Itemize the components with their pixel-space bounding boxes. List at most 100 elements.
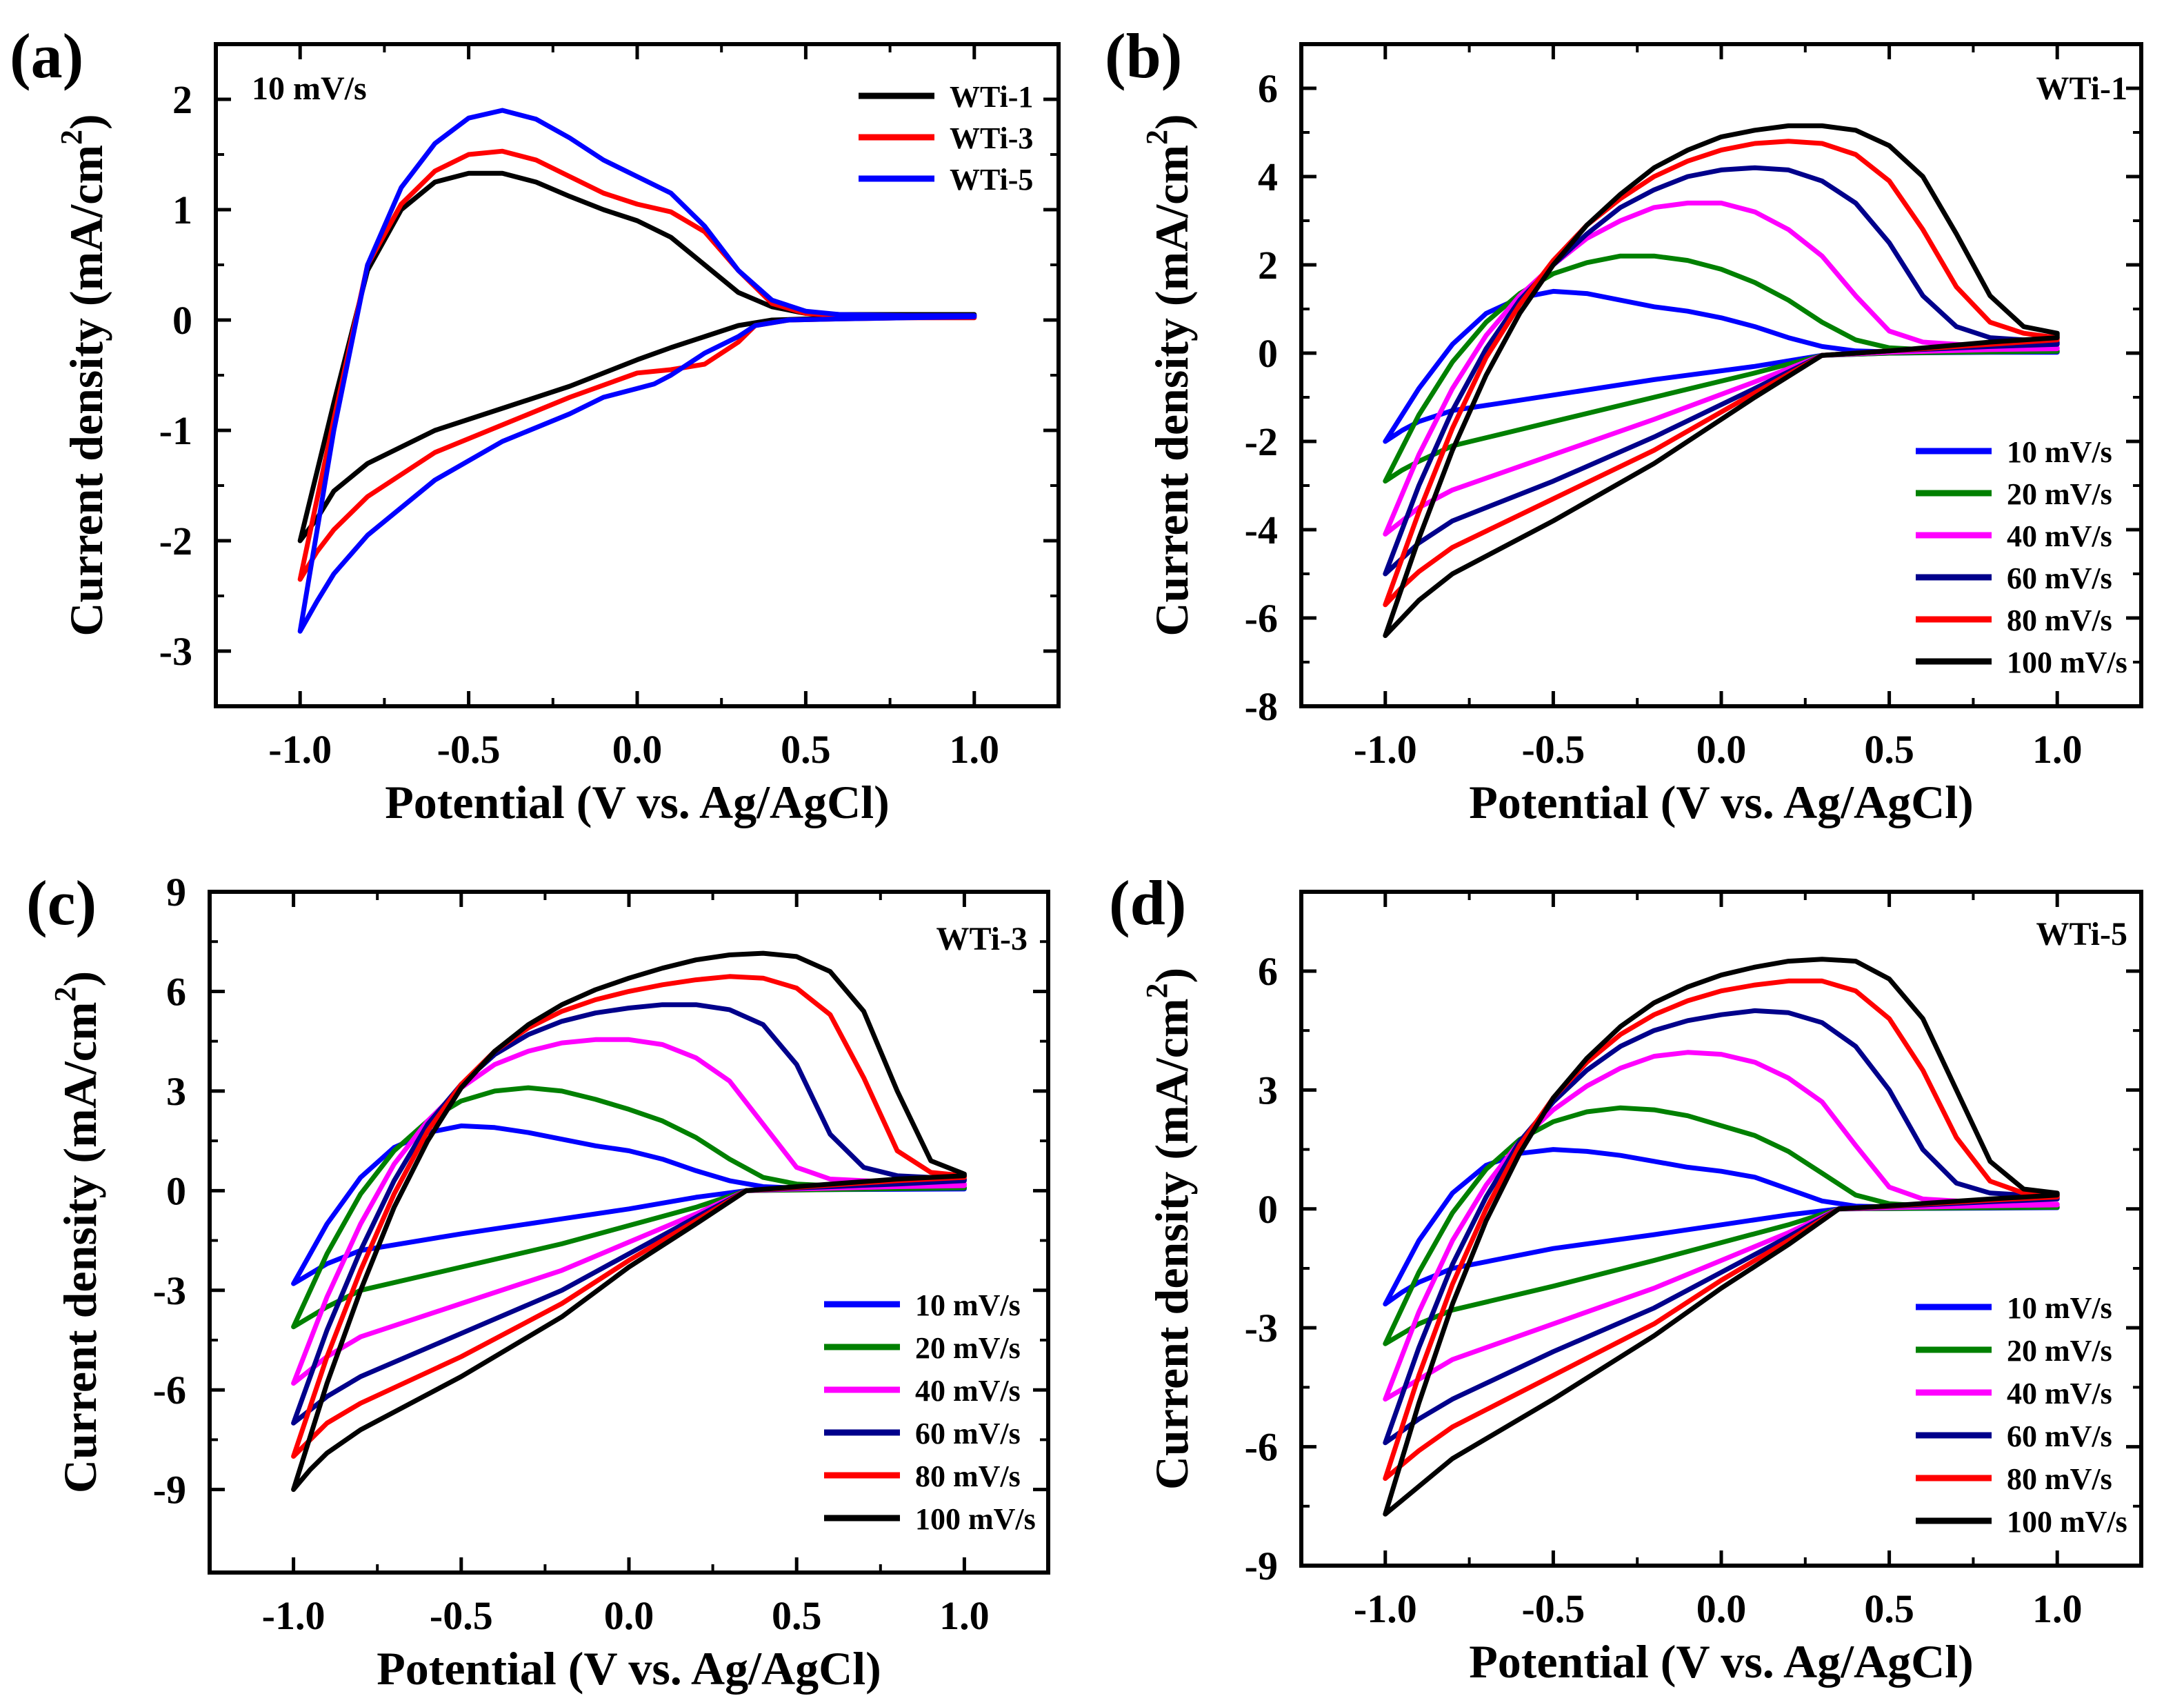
x-tick-label: -1.0: [268, 727, 332, 772]
y-tick-label: 3: [1258, 1068, 1278, 1113]
y-tick-label: 6: [1258, 949, 1278, 994]
x-tick-label: 0.5: [772, 1593, 822, 1638]
y-tick-label: -4: [1245, 508, 1278, 552]
y-tick-label: -9: [153, 1468, 186, 1513]
legend-label: 20 mV/s: [2007, 1334, 2112, 1368]
y-tick-label: 3: [166, 1069, 186, 1114]
y-axis-label: Current density (mA/cm2): [1140, 968, 1198, 1490]
y-tick-label: -3: [153, 1268, 186, 1313]
legend-label: 80 mV/s: [915, 1459, 1021, 1493]
y-tick-label: 0: [1258, 331, 1278, 376]
legend-label: 40 mV/s: [915, 1374, 1021, 1408]
x-tick-label: 1.0: [2032, 727, 2083, 772]
x-tick-label: 0.0: [612, 727, 663, 772]
y-tick-label: 6: [166, 969, 186, 1014]
series-line: [1383, 1050, 2060, 1402]
panel-d: (d) -1.0 -0.5 0.0 0.5 1.0 -9 -6 -3 0 3 6 Potential (…: [1109, 868, 2143, 1688]
legend-label: 10 mV/s: [2007, 1291, 2112, 1325]
y-axis-label: Current density (mA/cm2): [54, 114, 112, 636]
legend-label: 40 mV/s: [2007, 519, 2112, 553]
y-tick-label: 0: [1258, 1187, 1278, 1232]
legend-label: 10 mV/s: [2007, 435, 2112, 469]
panel-a: (a) -1.0 -0.5 0.0 0.5 1.0 -3 -2 -1 0 1 2 Potential (…: [10, 21, 1061, 828]
series-line: [297, 108, 977, 634]
x-axis-label: Potential (V vs. Ag/AgCl): [1469, 776, 1974, 828]
x-axis-label: Potential (V vs. Ag/AgCl): [1469, 1635, 1974, 1688]
y-tick-label: 6: [1258, 66, 1278, 111]
series-line: [291, 950, 967, 1493]
legend-label: 60 mV/s: [2007, 561, 2112, 595]
legend: WTi-1 WTi-3 WTi-5: [859, 80, 1033, 197]
panel-annotation: WTi-5: [2036, 916, 2127, 952]
y-tick-label: -9: [1245, 1544, 1278, 1588]
legend: 10 mV/s 20 mV/s 40 mV/s 60 mV/s 80 mV/s 100 m…: [824, 1288, 1036, 1536]
y-tick-label: -1: [159, 408, 192, 453]
y-tick-label: 0: [172, 298, 192, 343]
legend-label: 60 mV/s: [915, 1417, 1021, 1450]
legend: 10 mV/s 20 mV/s 40 mV/s 60 mV/s 80 mV/s 100 m…: [1916, 1291, 2127, 1539]
x-tick-label: -0.5: [430, 1593, 493, 1638]
panel-c: (c) -1.0 -0.5 0.0 0.5 1.0 -9 -6 -3 0 3 6 9 Potential …: [26, 868, 1050, 1695]
legend-label: 20 mV/s: [915, 1331, 1021, 1365]
legend-label: 80 mV/s: [2007, 1462, 2112, 1496]
x-tick-label: -0.5: [437, 727, 501, 772]
x-tick-label: 1.0: [2032, 1586, 2083, 1631]
x-tick-label: -1.0: [1354, 1586, 1417, 1631]
x-tick-label: -1.0: [1354, 727, 1417, 772]
y-tick-label: -8: [1245, 684, 1278, 729]
legend-label: 20 mV/s: [2007, 477, 2112, 511]
panel-label: (b): [1105, 21, 1182, 91]
panel-label: (c): [26, 868, 97, 938]
x-tick-label: 0.5: [1864, 1586, 1914, 1631]
y-tick-label: -3: [159, 629, 192, 674]
legend: 10 mV/s 20 mV/s 40 mV/s 60 mV/s 80 mV/s 100 m…: [1916, 435, 2127, 679]
x-tick-label: -0.5: [1521, 727, 1585, 772]
y-tick-label: 0: [166, 1168, 186, 1213]
y-tick-label: 4: [1258, 154, 1278, 199]
x-tick-label: -0.5: [1521, 1586, 1585, 1631]
y-tick-label: -6: [1245, 1425, 1278, 1470]
x-tick-label: 0.0: [604, 1593, 654, 1638]
x-axis-label: Potential (V vs. Ag/AgCl): [377, 1642, 881, 1695]
panels: (a) -1.0 -0.5 0.0 0.5 1.0 -3 -2 -1 0 1 2 Potential (…: [10, 21, 2143, 1695]
y-tick-label: -6: [153, 1368, 186, 1413]
legend-label: WTi-5: [950, 163, 1033, 197]
series-line: [1383, 1008, 2060, 1446]
panel-b: (b) -1.0 -0.5 0.0 0.5 1.0 -8 -6 -4 -2 0 2 4 6 Potentia…: [1105, 21, 2143, 828]
panel-label: (a): [10, 21, 83, 91]
panel-annotation: WTi-3: [936, 921, 1028, 957]
series-line: [291, 1085, 967, 1330]
y-tick-label: -6: [1245, 596, 1278, 641]
y-axis-label: Current density (mA/cm2): [1140, 114, 1198, 636]
legend-label: 10 mV/s: [915, 1288, 1021, 1322]
legend-label: 100 mV/s: [2007, 646, 2127, 679]
y-tick-label: 9: [166, 870, 186, 915]
panel-annotation: 10 mV/s: [252, 70, 367, 107]
y-tick-label: -3: [1245, 1306, 1278, 1350]
x-tick-label: 0.5: [1864, 727, 1914, 772]
series-line: [1383, 123, 2060, 639]
series-line: [1383, 957, 2060, 1517]
y-tick-label: 2: [1258, 243, 1278, 288]
x-tick-label: -1.0: [262, 1593, 325, 1638]
legend-label: WTi-3: [950, 121, 1033, 155]
y-tick-label: -2: [159, 519, 192, 563]
legend-label: 100 mV/s: [2007, 1505, 2127, 1539]
legend-label: 60 mV/s: [2007, 1419, 2112, 1453]
y-tick-label: -2: [1245, 419, 1278, 464]
y-tick-label: 2: [172, 77, 192, 122]
x-tick-label: 1.0: [950, 727, 1000, 772]
x-tick-label: 0.0: [1696, 727, 1747, 772]
y-axis-label: Current density (mA/cm2): [48, 971, 106, 1493]
x-tick-label: 0.5: [781, 727, 831, 772]
x-tick-label: 1.0: [939, 1593, 990, 1638]
y-tick-label: 1: [172, 188, 192, 232]
x-axis-label: Potential (V vs. Ag/AgCl): [385, 776, 890, 828]
legend-label: 80 mV/s: [2007, 603, 2112, 637]
panel-annotation: WTi-1: [2036, 70, 2127, 107]
legend-label: WTi-1: [950, 80, 1033, 114]
panel-label: (d): [1109, 868, 1186, 938]
legend-label: 40 mV/s: [2007, 1377, 2112, 1410]
